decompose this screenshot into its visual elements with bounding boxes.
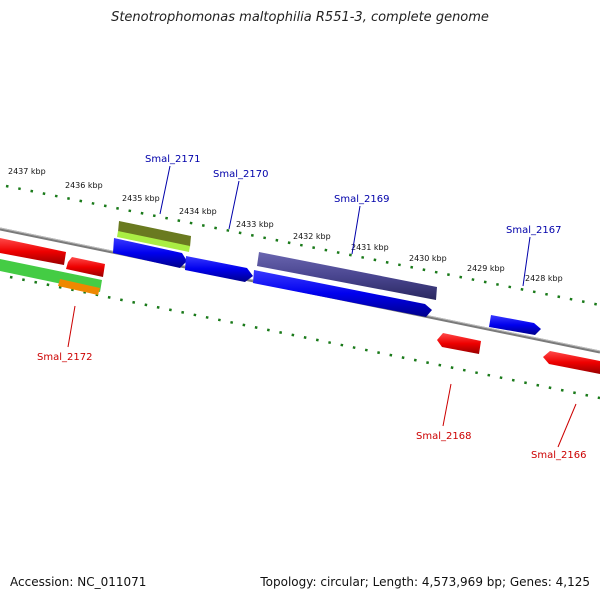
inner-tick-line — [9, 275, 600, 400]
gene-label-smal-2169[interactable]: Smal_2169 — [334, 194, 389, 205]
gene-smal-2172-orange-feature[interactable] — [58, 279, 100, 295]
gene-label-leaders — [67, 165, 577, 448]
kbp-label: 2428 kbp — [525, 274, 563, 283]
leader-smal-2170 — [228, 180, 240, 230]
gene-label-smal-2167[interactable]: Smal_2167 — [506, 225, 561, 236]
kbp-label: 2436 kbp — [65, 181, 103, 190]
outer-tick-line — [5, 184, 600, 307]
leader-smal-2166 — [557, 403, 577, 448]
kbp-label: 2431 kbp — [351, 243, 389, 252]
outer-tick-track — [5, 184, 600, 307]
leader-smal-2172 — [67, 305, 76, 348]
kbp-label: 2437 kbp — [8, 167, 46, 176]
leader-smal-2169 — [351, 205, 361, 255]
gene-smal-2171-lime-feature[interactable] — [117, 231, 190, 252]
gene-smal-2172-red-arrow-left[interactable] — [0, 238, 66, 265]
gene-smal-2171-arrow[interactable] — [113, 238, 187, 268]
kbp-label: 2430 kbp — [409, 254, 447, 263]
kbp-label: 2432 kbp — [293, 232, 331, 241]
gene-labels: Smal_2171 Smal_2170 Smal_2169 Smal_2167 … — [37, 154, 586, 461]
gene-smal-2170-arrow[interactable] — [185, 256, 253, 282]
leader-smal-2167 — [522, 236, 531, 287]
kbp-label: 2433 kbp — [236, 220, 274, 229]
kbp-label: 2434 kbp — [179, 207, 217, 216]
gene-smal-2171-olive-feature[interactable] — [118, 221, 191, 247]
kbp-labels: 2437 kbp 2436 kbp 2435 kbp 2434 kbp 2433… — [8, 167, 563, 283]
gene-label-smal-2172[interactable]: Smal_2172 — [37, 352, 92, 363]
genome-summary-text: Topology: circular; Length: 4,573,969 bp… — [260, 575, 590, 589]
gene-smal-2168-arrow[interactable] — [437, 333, 481, 354]
gene-smal-2166-arrow[interactable] — [543, 351, 600, 374]
gene-label-smal-2168[interactable]: Smal_2168 — [416, 431, 471, 442]
gene-label-smal-2166[interactable]: Smal_2166 — [531, 450, 586, 461]
map-title: Stenotrophomonas maltophilia R551-3, com… — [111, 10, 489, 25]
gene-label-smal-2171[interactable]: Smal_2171 — [145, 154, 200, 165]
kbp-label: 2435 kbp — [122, 194, 160, 203]
gene-smal-2167-arrow[interactable] — [489, 315, 541, 335]
gene-smal-2169-arrow[interactable] — [253, 270, 432, 317]
accession-text: Accession: NC_011071 — [10, 575, 147, 589]
leader-smal-2171 — [159, 165, 171, 215]
gene-smal-2172-red-arrow-right[interactable] — [66, 257, 105, 277]
gene-smal-2169-purple-feature[interactable] — [257, 252, 437, 300]
leader-smal-2168 — [442, 383, 452, 427]
kbp-label: 2429 kbp — [467, 264, 505, 273]
gene-label-smal-2170[interactable]: Smal_2170 — [213, 169, 268, 180]
inner-tick-track — [9, 275, 600, 400]
